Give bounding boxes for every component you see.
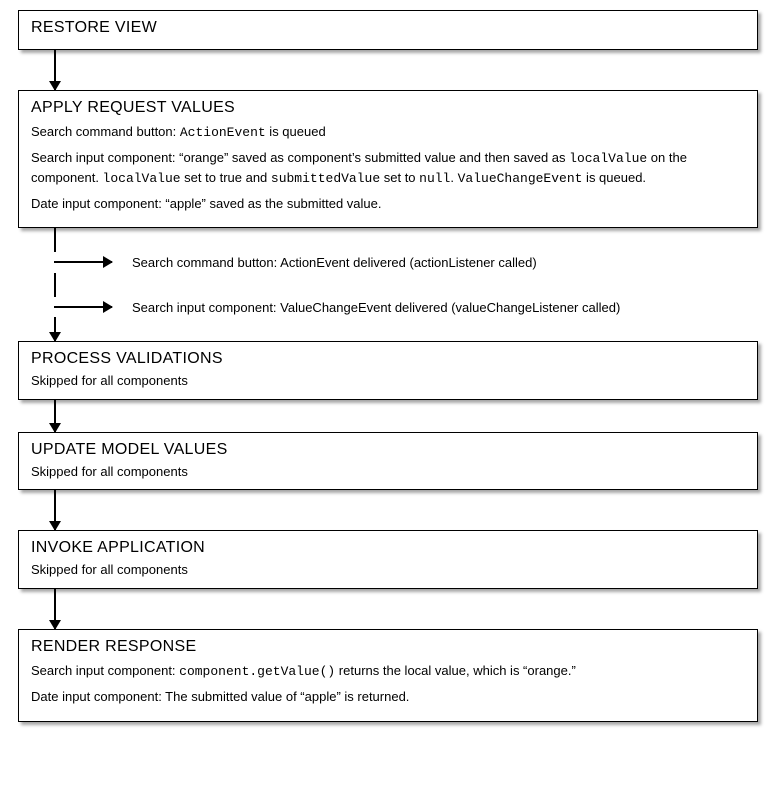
apply-p1-mono: ActionEvent: [180, 125, 266, 140]
apply-p1-post: is queued: [266, 124, 326, 139]
render-p1: Search input component: component.getVal…: [31, 662, 745, 682]
update-title: UPDATE MODEL VALUES: [31, 441, 745, 459]
apply-title: APPLY REQUEST VALUES: [31, 99, 745, 117]
process-validations-box: PROCESS VALIDATIONS Skipped for all comp…: [18, 341, 758, 400]
apply-p2-m4: null: [419, 171, 450, 186]
branch-text-1: Search command button: ActionEvent deliv…: [132, 252, 537, 272]
render-p2: Date input component: The submitted valu…: [31, 688, 745, 707]
spine-seg-1: [54, 228, 56, 252]
arrow-update-to-invoke: [54, 490, 56, 530]
apply-p2-mid2: set to true and: [181, 170, 271, 185]
invoke-title: INVOKE APPLICATION: [31, 539, 745, 557]
spine-seg-2: [54, 273, 56, 297]
apply-p2-post: is queued.: [582, 170, 646, 185]
branch-arrow-1: [54, 261, 112, 263]
process-body: Skipped for all components: [31, 372, 745, 391]
restore-view-title: RESTORE VIEW: [31, 19, 745, 37]
render-body: Search input component: component.getVal…: [31, 662, 745, 707]
apply-p2-mid4: .: [450, 170, 457, 185]
arrow-restore-to-apply: [54, 50, 56, 90]
branch-arrow-2: [54, 306, 112, 308]
render-response-box: RENDER RESPONSE Search input component: …: [18, 629, 758, 722]
update-body: Skipped for all components: [31, 463, 745, 482]
apply-p3: Date input component: “apple” saved as t…: [31, 195, 745, 214]
arrow-process-to-update: [54, 400, 56, 432]
branch-row-2: Search input component: ValueChangeEvent…: [54, 297, 766, 317]
apply-p1: Search command button: ActionEvent is qu…: [31, 123, 745, 143]
apply-body: Search command button: ActionEvent is qu…: [31, 123, 745, 213]
apply-p2: Search input component: “orange” saved a…: [31, 149, 745, 189]
branch-row-1: Search command button: ActionEvent deliv…: [54, 252, 766, 272]
render-p1-post: returns the local value, which is “orang…: [335, 663, 576, 678]
apply-request-values-box: APPLY REQUEST VALUES Search command butt…: [18, 90, 758, 228]
apply-p2-mid3: set to: [380, 170, 419, 185]
restore-view-box: RESTORE VIEW: [18, 10, 758, 50]
apply-p2-m5: ValueChangeEvent: [458, 171, 583, 186]
arrow-apply-to-process: [54, 317, 56, 341]
process-title: PROCESS VALIDATIONS: [31, 350, 745, 368]
apply-p2-pre: Search input component: “orange” saved a…: [31, 150, 569, 165]
arrow-invoke-to-render: [54, 589, 56, 629]
render-p1-pre: Search input component:: [31, 663, 179, 678]
apply-p1-pre: Search command button:: [31, 124, 180, 139]
branch-text-2: Search input component: ValueChangeEvent…: [132, 297, 620, 317]
update-model-values-box: UPDATE MODEL VALUES Skipped for all comp…: [18, 432, 758, 491]
apply-p2-m3: submittedValue: [271, 171, 380, 186]
invoke-application-box: INVOKE APPLICATION Skipped for all compo…: [18, 530, 758, 589]
apply-p2-m1: localValue: [569, 151, 647, 166]
render-p1-mono: component.getValue(): [179, 664, 335, 679]
apply-p2-m2: localValue: [103, 171, 181, 186]
invoke-body: Skipped for all components: [31, 561, 745, 580]
render-title: RENDER RESPONSE: [31, 638, 745, 656]
